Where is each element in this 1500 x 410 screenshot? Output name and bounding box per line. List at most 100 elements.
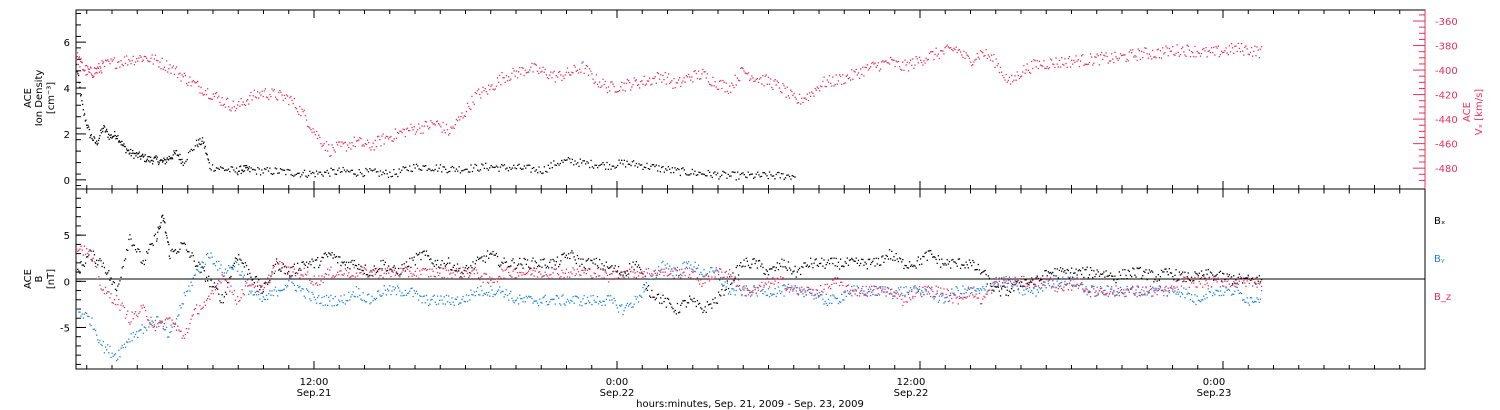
bx-point [617, 266, 620, 268]
density-point [107, 136, 109, 138]
bx-point [1158, 279, 1160, 281]
bz-point [858, 295, 861, 297]
bz-point [926, 286, 928, 288]
by-point [100, 343, 102, 346]
bx-point [901, 261, 903, 263]
bx-point [409, 257, 411, 260]
density-point [160, 159, 162, 161]
bx-point [84, 262, 87, 264]
bx-point [854, 260, 856, 262]
density-point [677, 167, 679, 170]
vx-point [1011, 74, 1013, 77]
by-point [553, 298, 555, 300]
density-point [262, 172, 264, 174]
bx-point [251, 279, 253, 281]
vx-point [606, 91, 609, 94]
density-point [164, 163, 166, 165]
by-point [434, 301, 436, 303]
vx-point [348, 146, 350, 149]
bx-point [1156, 280, 1158, 282]
vx-point [330, 155, 332, 157]
bx-point [1058, 269, 1061, 271]
bz-point [586, 269, 589, 271]
by-point [741, 294, 743, 297]
bz-point [772, 276, 774, 279]
density-point [450, 166, 452, 169]
bz-point [767, 281, 770, 283]
by-point [925, 290, 927, 292]
bx-point [1051, 273, 1053, 275]
by-point [609, 299, 611, 301]
bx-point [725, 288, 727, 291]
bz-point [694, 271, 696, 273]
bz-point [868, 286, 871, 288]
bz-point [712, 278, 714, 280]
bx-point [1165, 268, 1167, 270]
bx-point [1056, 268, 1058, 270]
bz-point [696, 277, 699, 279]
bx-point [682, 300, 684, 302]
bx-point [368, 275, 370, 277]
by-point [383, 285, 385, 287]
density-point [762, 172, 764, 174]
bz-point [215, 285, 218, 287]
bx-point [187, 251, 189, 253]
bz-point [737, 279, 740, 281]
bz-point [948, 300, 951, 302]
by-point [472, 294, 474, 296]
bx-point [847, 264, 850, 266]
by-point [1028, 287, 1031, 289]
vx-point [366, 139, 369, 141]
bz-point [317, 284, 319, 286]
bz-point [751, 291, 753, 293]
vx-point [98, 71, 101, 73]
vx-point [981, 51, 983, 53]
vx-point [450, 126, 452, 128]
density-point [303, 169, 306, 171]
bx-point [927, 250, 929, 252]
vx-point [735, 84, 737, 86]
by-point [1097, 293, 1099, 296]
vx-point [531, 62, 533, 65]
vx-point [1138, 50, 1140, 52]
by-point [645, 282, 647, 284]
by-point [1064, 280, 1066, 283]
bx-point [872, 260, 874, 262]
bz-point [289, 277, 291, 279]
vx-point [894, 66, 896, 68]
bx-point [650, 296, 652, 298]
by-point [639, 294, 641, 297]
by-point [597, 303, 600, 305]
density-point [120, 144, 122, 146]
bz-point [401, 271, 403, 273]
bz-point [117, 303, 119, 306]
density-point [132, 149, 134, 152]
by-point [382, 292, 384, 295]
density-point [142, 153, 144, 155]
density-point [84, 113, 86, 115]
bx-point [709, 303, 711, 305]
bz-point [968, 295, 971, 297]
vx-point [851, 69, 853, 71]
bx-point [1061, 270, 1063, 272]
bz-point [221, 274, 223, 276]
by-point [752, 292, 754, 294]
by-point [1118, 291, 1120, 294]
vx-point [810, 95, 812, 97]
bz-point [344, 268, 346, 270]
vx-point [197, 80, 199, 82]
bottom-left-axis: -505 [60, 197, 86, 365]
vx-point [478, 88, 480, 90]
bx-point [200, 271, 202, 273]
bx-point [563, 252, 565, 254]
by-point [810, 292, 812, 294]
bx-point [386, 269, 389, 272]
by-point [376, 290, 379, 293]
by-point [405, 294, 408, 296]
bx-point [624, 272, 626, 274]
bz-point [320, 280, 322, 282]
by-point [108, 352, 110, 354]
vx-point [766, 83, 768, 85]
density-point [329, 175, 331, 177]
vx-point [1117, 59, 1119, 61]
